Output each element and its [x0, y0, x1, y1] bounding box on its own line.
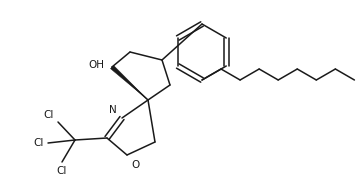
Text: Cl: Cl [33, 138, 44, 148]
Text: Cl: Cl [57, 166, 67, 176]
Text: OH: OH [88, 60, 104, 70]
Text: N: N [109, 105, 117, 115]
Text: O: O [131, 160, 139, 170]
Polygon shape [110, 65, 148, 100]
Text: Cl: Cl [44, 110, 54, 120]
